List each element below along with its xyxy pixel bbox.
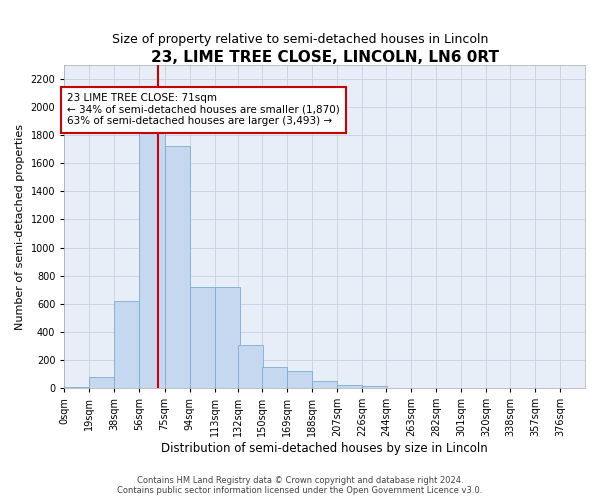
Bar [164, 146, 190, 388]
Bar [89, 377, 115, 388]
Bar [190, 287, 215, 388]
Bar [262, 367, 287, 388]
Bar [215, 287, 239, 388]
Text: Contains HM Land Registry data © Crown copyright and database right 2024.
Contai: Contains HM Land Registry data © Crown c… [118, 476, 482, 495]
Bar [287, 371, 312, 388]
Bar [64, 386, 89, 388]
Text: Size of property relative to semi-detached houses in Lincoln: Size of property relative to semi-detach… [112, 32, 488, 46]
Bar [115, 301, 139, 388]
Bar [362, 386, 387, 388]
X-axis label: Distribution of semi-detached houses by size in Lincoln: Distribution of semi-detached houses by … [161, 442, 488, 455]
Bar [337, 384, 362, 388]
Bar [238, 344, 263, 388]
Bar [312, 381, 337, 388]
Y-axis label: Number of semi-detached properties: Number of semi-detached properties [15, 124, 25, 330]
Title: 23, LIME TREE CLOSE, LINCOLN, LN6 0RT: 23, LIME TREE CLOSE, LINCOLN, LN6 0RT [151, 50, 499, 65]
Text: 23 LIME TREE CLOSE: 71sqm
← 34% of semi-detached houses are smaller (1,870)
63% : 23 LIME TREE CLOSE: 71sqm ← 34% of semi-… [67, 93, 340, 126]
Bar [139, 126, 164, 388]
